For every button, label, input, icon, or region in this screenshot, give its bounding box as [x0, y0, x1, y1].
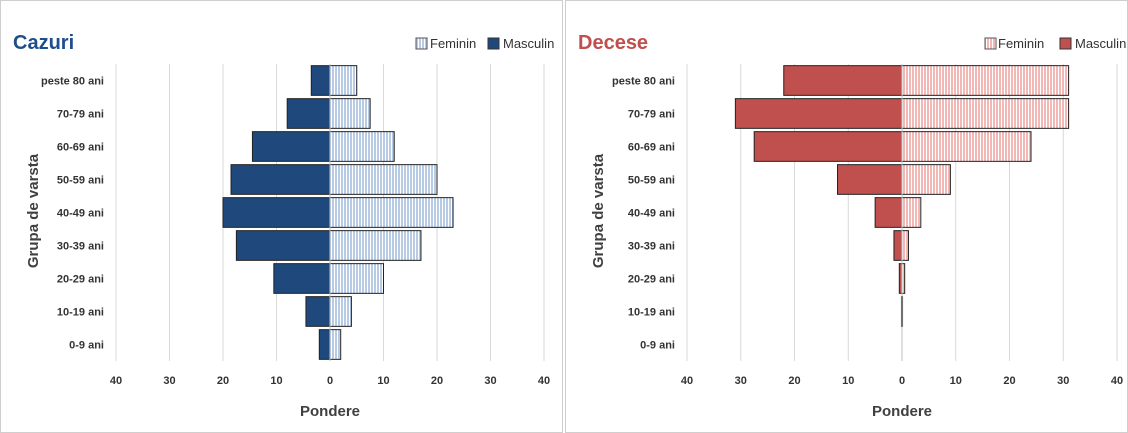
category-label: 60-69 ani — [628, 142, 675, 154]
category-label: 60-69 ani — [57, 142, 104, 154]
y-axis-label: Grupa de varsta — [25, 153, 42, 268]
bar-feminin-6 — [901, 131, 1032, 162]
bar-feminin-3 — [329, 230, 422, 261]
x-tick-label: 20 — [217, 375, 229, 387]
category-label: 10-19 ani — [628, 307, 675, 319]
x-tick-label: 0 — [327, 375, 333, 387]
decese-chart-panel: Decese Feminin Masculin 0-9 ani 10-19 ani 20-… — [565, 0, 1128, 433]
category-label: 40-49 ani — [628, 208, 675, 220]
category-label: 30-39 ani — [628, 241, 675, 253]
x-tick-label: 30 — [484, 375, 496, 387]
legend-swatch-feminin — [984, 37, 997, 50]
bar-feminin-6 — [329, 131, 395, 162]
legend-label-feminin: Feminin — [430, 36, 476, 51]
bar-masculin-8 — [310, 65, 331, 96]
x-tick-label: 10 — [950, 375, 962, 387]
x-tick-label: 30 — [735, 375, 747, 387]
bar-masculin-3 — [893, 230, 903, 261]
category-label: 10-19 ani — [57, 307, 104, 319]
bar-masculin-4 — [874, 197, 903, 228]
category-label: 0-9 ani — [69, 340, 104, 352]
x-tick-label: 40 — [110, 375, 122, 387]
x-tick-label: 0 — [899, 375, 905, 387]
bar-masculin-0 — [318, 329, 331, 360]
x-tick-label: 10 — [270, 375, 282, 387]
bar-masculin-6 — [753, 131, 903, 162]
chart-title: Cazuri — [13, 32, 74, 54]
category-label: peste 80 ani — [612, 76, 675, 88]
bar-feminin-7 — [329, 98, 371, 129]
bar-masculin-5 — [837, 164, 903, 195]
cazuri-chart: Cazuri Feminin Masculin 0-9 ani 10-19 ani 20-… — [13, 32, 554, 420]
x-tick-label: 10 — [377, 375, 389, 387]
legend-label-feminin: Feminin — [998, 36, 1044, 51]
legend-swatch-masculin — [487, 37, 500, 50]
x-tick-label: 40 — [681, 375, 693, 387]
category-label: peste 80 ani — [41, 76, 104, 88]
legend-label-masculin: Masculin — [503, 36, 554, 51]
category-label: 50-59 ani — [57, 175, 104, 187]
category-label: 0-9 ani — [640, 340, 675, 352]
bar-masculin-7 — [286, 98, 331, 129]
category-label: 50-59 ani — [628, 175, 675, 187]
cazuri-chart-panel: Cazuri Feminin Masculin 0-9 ani 10-19 ani 20-… — [0, 0, 563, 433]
bar-feminin-0 — [329, 329, 342, 360]
bar-feminin-1 — [329, 296, 352, 327]
bar-feminin-5 — [329, 164, 438, 195]
bar-feminin-7 — [901, 98, 1070, 129]
bar-feminin-4 — [901, 197, 922, 228]
bar-masculin-4 — [222, 197, 331, 228]
bar-masculin-2 — [273, 263, 331, 294]
bar-feminin-8 — [329, 65, 358, 96]
x-axis-label: Pondere — [872, 403, 932, 420]
x-tick-label: 30 — [1057, 375, 1069, 387]
category-label: 30-39 ani — [57, 241, 104, 253]
x-tick-label: 20 — [1003, 375, 1015, 387]
x-tick-label: 40 — [538, 375, 550, 387]
decese-chart: Decese Feminin Masculin 0-9 ani 10-19 ani 20-… — [578, 32, 1126, 420]
x-axis-label: Pondere — [300, 403, 360, 420]
bar-feminin-3 — [901, 230, 909, 261]
bar-masculin-3 — [235, 230, 331, 261]
y-axis-label: Grupa de varsta — [590, 153, 607, 268]
bar-feminin-4 — [329, 197, 454, 228]
category-label: 70-79 ani — [57, 109, 104, 121]
legend-label-masculin: Masculin — [1075, 36, 1126, 51]
x-tick-label: 40 — [1111, 375, 1123, 387]
bar-feminin-5 — [901, 164, 951, 195]
category-label: 40-49 ani — [57, 208, 104, 220]
x-tick-label: 20 — [788, 375, 800, 387]
x-tick-label: 20 — [431, 375, 443, 387]
x-tick-label: 30 — [163, 375, 175, 387]
bar-masculin-7 — [734, 98, 903, 129]
category-label: 70-79 ani — [628, 109, 675, 121]
bar-masculin-5 — [230, 164, 331, 195]
bar-masculin-1 — [305, 296, 331, 327]
legend-swatch-masculin — [1059, 37, 1072, 50]
x-tick-label: 10 — [842, 375, 854, 387]
bar-masculin-8 — [783, 65, 903, 96]
category-label: 20-29 ani — [57, 274, 104, 286]
bar-masculin-6 — [251, 131, 331, 162]
bar-feminin-8 — [901, 65, 1070, 96]
chart-title: Decese — [578, 32, 648, 54]
legend-swatch-feminin — [415, 37, 428, 50]
category-label: 20-29 ani — [628, 274, 675, 286]
bar-feminin-2 — [329, 263, 384, 294]
